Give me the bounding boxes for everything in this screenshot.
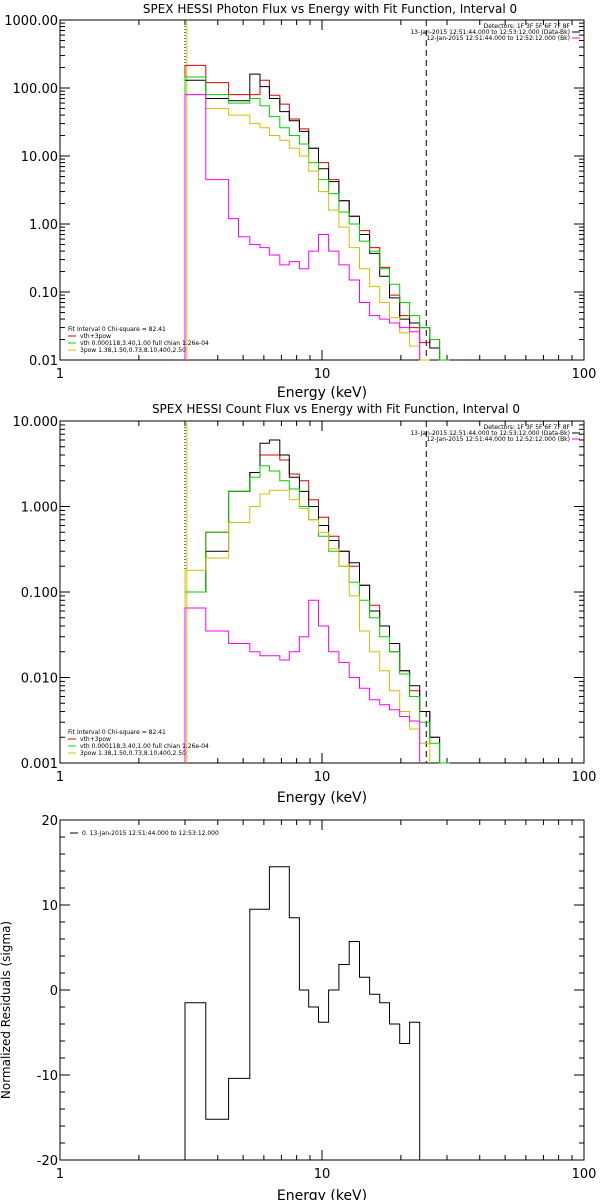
series-line xyxy=(184,866,421,1160)
legend-label: vth+3pow xyxy=(80,736,111,743)
info-text: Detectors: 1F 3F 5F 6F 7F 8F xyxy=(484,23,571,30)
y-tick-label: 1.00 xyxy=(29,218,58,233)
y-tick-label: 10 xyxy=(41,899,58,914)
legend-label: vth 0.000118,3.40,1.00 full chian 1.26e-… xyxy=(80,340,209,347)
series-line xyxy=(184,489,431,763)
y-tick-label: -10 xyxy=(37,1069,58,1084)
x-axis-label: Energy (keV) xyxy=(277,385,367,401)
y-tick-label: 1.000 xyxy=(21,501,58,516)
legend-label: vth 0.000118,3.40,1.00 full chian 1.26e-… xyxy=(80,743,209,750)
x-tick-label: 100 xyxy=(572,367,597,382)
series-line xyxy=(184,599,421,763)
x-tick-label: 10 xyxy=(314,770,331,785)
y-tick-label: 100.00 xyxy=(13,82,59,97)
residuals-panel: Energy (keV) Normalized Residuals (sigma… xyxy=(0,814,596,1200)
y-tick-label: -20 xyxy=(37,1154,58,1169)
panel-title: SPEX HESSI Photon Flux vs Energy with Fi… xyxy=(143,2,517,16)
info-text: 12-Jan-2015 12:51:44.000 to 12:52:12.000… xyxy=(427,35,570,42)
info-text: 13-Jan-2015 12:51:44.000 to 12:53:12.000… xyxy=(410,29,570,36)
y-tick-label: 10.000 xyxy=(13,415,59,430)
info-text: Detectors: 1F 3F 5F 6F 7F 8F xyxy=(484,424,571,431)
x-tick-label: 10 xyxy=(314,1167,331,1182)
plot-frame xyxy=(59,420,585,764)
plot-frame xyxy=(59,19,585,361)
x-tick-label: 1 xyxy=(56,1167,64,1182)
y-tick-label: 0.001 xyxy=(21,757,58,772)
x-axis-label: Energy (keV) xyxy=(277,790,367,806)
panel-title: SPEX HESSI Count Flux vs Energy with Fit… xyxy=(152,402,520,416)
y-tick-label: 10.00 xyxy=(21,150,58,165)
legend-label: Fit Interval 0 Chi-square = 82.41 xyxy=(68,729,166,736)
x-tick-label: 1 xyxy=(56,367,64,382)
x-tick-label: 100 xyxy=(572,770,597,785)
x-axis-label: Energy (keV) xyxy=(277,1188,367,1200)
legend-label: 3pow 1.38,1.50,0.73,8.10,400,2.50 xyxy=(80,750,186,757)
legend-label: 3pow 1.38,1.50,0.73,8.10,400,2.50 xyxy=(80,347,186,354)
legend-label: vth+3pow xyxy=(80,333,111,340)
plot-frame xyxy=(59,819,585,1161)
series-line xyxy=(184,465,450,764)
x-tick-label: 1 xyxy=(56,770,64,785)
y-tick-label: 1000.00 xyxy=(4,14,58,29)
series-line xyxy=(184,94,421,360)
x-tick-label: 100 xyxy=(572,1167,597,1182)
series-line xyxy=(184,76,450,361)
y-tick-label: 20 xyxy=(41,814,58,829)
info-text: 12-Jan-2015 12:51:44.000 to 12:52:12.000… xyxy=(427,436,570,443)
y-tick-label: 0.01 xyxy=(29,354,58,369)
series-line xyxy=(184,73,450,361)
y-tick-label: 0.100 xyxy=(21,586,58,601)
y-tick-label: 0.010 xyxy=(21,672,58,687)
x-tick-label: 10 xyxy=(314,367,331,382)
series-line xyxy=(184,64,441,360)
y-axis-label: Normalized Residuals (sigma) xyxy=(0,921,13,1099)
y-tick-label: 0.10 xyxy=(29,286,58,301)
y-tick-label: 0 xyxy=(50,984,58,999)
count-flux-panel: SPEX HESSI Count Flux vs Energy with Fit… xyxy=(13,402,597,806)
legend-label: 0. 13-Jan-2015 12:51:44.000 to 12:53:12.… xyxy=(82,830,219,837)
info-text: 13-Jan-2015 12:51:44.000 to 12:53:12.000… xyxy=(410,430,570,437)
series-line xyxy=(184,94,430,361)
legend-label: Fit Interval 0 Chi-square = 82.41 xyxy=(68,326,166,333)
photon-flux-panel: SPEX HESSI Photon Flux vs Energy with Fi… xyxy=(4,2,596,401)
